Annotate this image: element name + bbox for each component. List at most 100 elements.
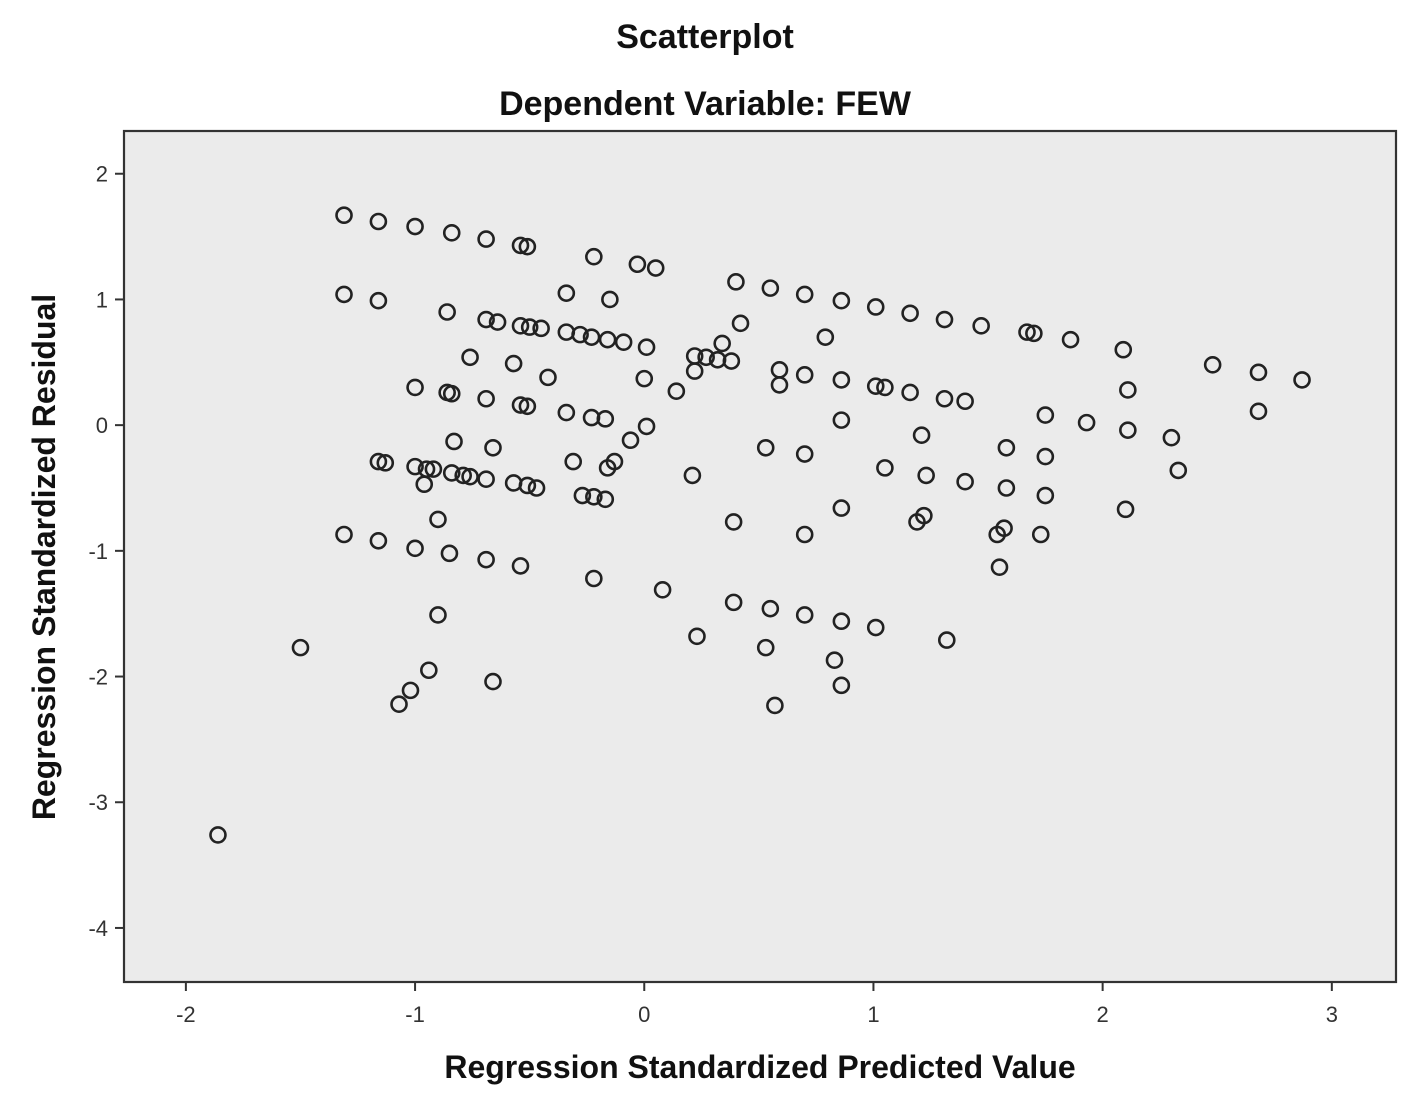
data-point bbox=[1203, 356, 1222, 374]
data-point bbox=[990, 558, 1009, 576]
data-point bbox=[477, 310, 495, 329]
data-point bbox=[527, 479, 546, 497]
data-point bbox=[688, 627, 706, 646]
data-point bbox=[915, 506, 933, 525]
data-point bbox=[376, 454, 395, 472]
data-point bbox=[369, 531, 388, 550]
x-tick-label: 0 bbox=[638, 1002, 650, 1027]
data-point bbox=[417, 460, 436, 478]
data-point bbox=[461, 467, 479, 486]
data-point bbox=[511, 317, 530, 335]
data-point bbox=[795, 525, 814, 544]
data-point bbox=[935, 389, 954, 408]
data-point bbox=[937, 631, 956, 649]
data-point bbox=[1162, 428, 1181, 447]
data-point bbox=[605, 452, 624, 471]
data-point bbox=[832, 371, 851, 389]
data-point bbox=[390, 695, 408, 713]
data-point bbox=[795, 366, 814, 384]
data-point bbox=[420, 661, 438, 680]
data-point bbox=[614, 333, 633, 351]
data-point bbox=[956, 392, 974, 411]
data-point bbox=[816, 328, 835, 346]
data-point bbox=[637, 338, 656, 357]
data-point bbox=[722, 352, 741, 370]
data-point bbox=[445, 432, 463, 451]
data-point bbox=[596, 490, 615, 509]
data-point bbox=[1077, 413, 1096, 432]
y-tick-label: 1 bbox=[96, 287, 108, 312]
data-point bbox=[795, 445, 814, 463]
data-point bbox=[440, 544, 459, 563]
data-point bbox=[596, 410, 615, 428]
data-point bbox=[369, 452, 388, 471]
data-point bbox=[635, 369, 654, 388]
data-point bbox=[901, 304, 919, 323]
data-point bbox=[667, 382, 686, 401]
data-point bbox=[442, 224, 461, 242]
data-point bbox=[685, 362, 704, 380]
data-point bbox=[518, 237, 537, 256]
data-point bbox=[335, 206, 353, 225]
data-point bbox=[972, 317, 990, 335]
data-point bbox=[646, 259, 665, 277]
data-point bbox=[917, 466, 935, 485]
data-point bbox=[573, 486, 592, 505]
data-point bbox=[935, 310, 954, 329]
data-point bbox=[406, 539, 424, 558]
data-point bbox=[832, 411, 851, 429]
data-point bbox=[866, 298, 885, 316]
y-tick-label: -4 bbox=[88, 916, 108, 941]
data-point bbox=[1036, 447, 1055, 466]
data-point bbox=[727, 273, 745, 291]
data-point bbox=[585, 247, 603, 266]
data-point bbox=[832, 612, 851, 631]
x-tick-label: -2 bbox=[176, 1002, 196, 1027]
data-point bbox=[621, 431, 640, 450]
data-point bbox=[1036, 486, 1055, 505]
data-point bbox=[756, 638, 775, 657]
x-tick-label: 3 bbox=[1326, 1002, 1338, 1027]
data-point bbox=[585, 487, 603, 506]
data-point bbox=[761, 599, 780, 618]
data-point bbox=[504, 354, 523, 373]
data-point bbox=[477, 230, 495, 248]
data-point bbox=[795, 606, 814, 624]
plot-area bbox=[122, 129, 1398, 984]
data-point bbox=[582, 328, 601, 346]
data-point bbox=[1119, 421, 1137, 439]
data-point bbox=[484, 438, 502, 457]
data-point bbox=[557, 403, 576, 422]
x-tick-label: 1 bbox=[867, 1002, 879, 1027]
data-point bbox=[628, 255, 647, 274]
data-point bbox=[209, 826, 227, 844]
x-tick-label: 2 bbox=[1097, 1002, 1109, 1027]
chart-subtitle: Dependent Variable: FEW bbox=[499, 85, 912, 123]
y-tick-label: 2 bbox=[96, 162, 108, 187]
y-tick-label: -2 bbox=[88, 665, 108, 690]
data-point bbox=[585, 569, 603, 588]
y-axis-ticks: 2 1 0 -1 -2 -3 -4 bbox=[88, 162, 124, 941]
data-point bbox=[335, 285, 353, 304]
data-point bbox=[956, 472, 974, 491]
data-point bbox=[518, 476, 537, 495]
data-point bbox=[484, 672, 502, 691]
data-point bbox=[454, 466, 473, 485]
data-point bbox=[406, 217, 424, 236]
data-point bbox=[637, 417, 656, 436]
x-axis-label: Regression Standardized Predicted Value bbox=[444, 1049, 1075, 1085]
data-point bbox=[995, 519, 1013, 538]
data-point bbox=[1114, 340, 1133, 359]
data-point bbox=[557, 284, 576, 302]
data-point bbox=[477, 389, 495, 408]
data-point bbox=[825, 651, 844, 670]
data-point bbox=[997, 438, 1016, 457]
data-point bbox=[438, 303, 456, 321]
x-axis-ticks: -2 -1 0 1 2 3 bbox=[176, 982, 1338, 1027]
data-point bbox=[369, 212, 388, 231]
data-point bbox=[532, 319, 550, 338]
data-point bbox=[1031, 525, 1050, 544]
data-point bbox=[1169, 461, 1188, 480]
data-point bbox=[518, 397, 537, 416]
data-point bbox=[724, 513, 743, 531]
